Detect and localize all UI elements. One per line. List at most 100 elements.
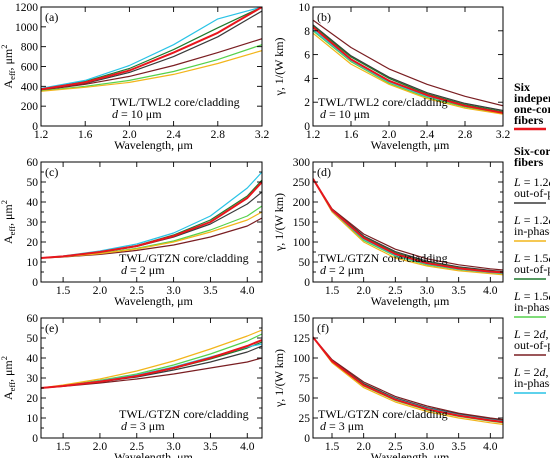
x-tick-label: 1.5: [56, 285, 71, 297]
panel-d: 0 50 100 150 200 250 300 1.5 2.0 2.5 3.0 3.5 4.0 Wave…: [272, 157, 504, 308]
legend-value: = 1.5: [521, 251, 549, 265]
series-group: [41, 329, 262, 389]
annotation-line1: TWL/TWL2 core/cladding: [110, 95, 240, 109]
y-tick-label: 8: [304, 26, 310, 38]
x-tick-label: 4.0: [240, 285, 255, 297]
annotation-d: d: [320, 263, 327, 277]
x-tick-label: 2.5: [130, 285, 145, 297]
x-tick-label: 3.0: [420, 285, 435, 297]
legend-L: L: [513, 289, 521, 303]
series-line-L2o: [313, 19, 503, 107]
x-tick-label: 3.0: [420, 441, 435, 453]
series-group: [41, 7, 262, 92]
panel-c: 0 10 20 30 40 50 60 1.5 2.0 2.5 3.0 3.5 4.0 Wavelengt…: [0, 157, 263, 308]
x-tick-label: 3.0: [166, 441, 181, 453]
x-tick-label: 2.0: [93, 441, 108, 453]
y-tick-label: 50: [299, 393, 311, 405]
annotation-value: = 2 μm: [326, 263, 364, 277]
plot-frame: [312, 6, 504, 127]
y-tick-label: 150: [293, 217, 311, 229]
legend-comma: ,: [545, 327, 548, 341]
x-tick-label: 3.0: [166, 285, 181, 297]
y-tick-label: 125: [293, 333, 311, 345]
legend-entry-line1: L = 2d,: [513, 365, 548, 379]
y-tick-label: 50: [299, 257, 311, 269]
legend-d: d: [539, 365, 546, 379]
y-tick-label: 0: [32, 121, 38, 133]
legend-L: L: [513, 365, 521, 379]
x-axis-label: Wavelength, μm: [371, 450, 450, 458]
legend-entry-line1: L = 1.5d,: [513, 289, 550, 303]
legend-L: L: [513, 175, 521, 189]
legend-comma: ,: [545, 365, 548, 379]
annotation-line2: d = 10 μm: [320, 107, 370, 121]
y-axis-label-sub: eff: [7, 70, 17, 79]
legend-entry-line2: in-phase: [514, 300, 550, 314]
series-group: [41, 171, 262, 259]
legend-L: L: [513, 251, 521, 265]
annotation-d: d: [121, 419, 128, 433]
series-group: [313, 336, 503, 425]
y-axis-label: γ, 1/(W km): [272, 349, 286, 408]
x-tick-label: 2.0: [356, 285, 371, 297]
series-group: [313, 178, 503, 276]
legend-entry-line2: out-of-phase: [514, 186, 550, 200]
annotation-d: d: [121, 263, 128, 277]
annotation-d: d: [320, 419, 327, 433]
legend-entry-line1: L = 2d,: [513, 327, 548, 341]
y-axis-label-main: A: [1, 79, 15, 88]
legend-entry-line2: out-of-phase: [514, 262, 550, 276]
annotation-d: d: [112, 107, 119, 121]
y-tick-label: 30: [27, 373, 39, 385]
x-axis-label: Wavelength, μm: [371, 294, 450, 308]
annotation-d: d: [320, 107, 327, 121]
y-tick-label: 600: [21, 62, 39, 74]
y-tick-label: 40: [27, 353, 39, 365]
panel-e: 0 10 20 30 40 50 60 1.5 2.0 2.5 3.0 3.5 4.0 Wavelengt…: [0, 313, 263, 458]
panel-label: (b): [317, 10, 331, 24]
y-axis-label: Aeff, μm2: [0, 356, 17, 400]
y-tick-label: 250: [293, 177, 311, 189]
x-axis-label: Wavelength, μm: [371, 138, 450, 152]
x-tick-label: 2.8: [458, 129, 473, 141]
y-tick-label: 75: [299, 373, 311, 385]
series-line-ind: [41, 7, 262, 91]
x-tick-label: 1.5: [56, 441, 71, 453]
y-tick-label: 200: [21, 101, 39, 113]
x-tick-label: 1.5: [325, 441, 340, 453]
y-tick-label: 0: [32, 277, 38, 289]
legend-entry-line2: out-of-phase: [514, 338, 550, 352]
y-axis-label-sub: eff: [7, 226, 17, 235]
series-line-L15i: [313, 30, 503, 115]
y-axis-label: γ, 1/(W km): [272, 37, 286, 96]
series-line-L2i: [41, 7, 262, 89]
series-line-L12i: [41, 329, 262, 389]
panel-label: (a): [45, 10, 58, 24]
y-axis-label-sub: eff: [7, 382, 17, 391]
series-line-ind: [41, 181, 262, 259]
series-line-L12o: [313, 24, 503, 112]
series-line-L12i: [313, 178, 503, 276]
y-axis-label: Aeff, μm2: [0, 45, 17, 89]
legend-d: d: [548, 213, 550, 227]
y-tick-label: 800: [21, 42, 39, 54]
annotation-line2: d = 10 μm: [112, 107, 162, 121]
legend-value: = 2: [521, 365, 540, 379]
y-tick-label: 60: [27, 313, 39, 325]
x-axis-label: Wavelength, μm: [114, 294, 193, 308]
x-tick-label: 2.8: [211, 129, 226, 141]
x-tick-label: 3.2: [496, 129, 511, 141]
legend-group1-text: independent: [514, 91, 550, 105]
x-axis-label: Wavelength, μm: [114, 138, 193, 152]
legend-entry-line2: in-phase: [514, 376, 550, 390]
series-line-L15i: [41, 44, 262, 92]
annotation-value: = 10 μm: [118, 107, 162, 121]
x-tick-label: 1.2: [34, 129, 49, 141]
series-line-ind: [313, 336, 503, 423]
x-tick-label: 3.2: [255, 129, 270, 141]
annotation-line1: TWL/GTZN core/cladding: [318, 251, 448, 265]
panel-label: (e): [45, 321, 58, 335]
annotation-line2: d = 2 μm: [320, 263, 364, 277]
series-line-L2o: [41, 38, 262, 91]
